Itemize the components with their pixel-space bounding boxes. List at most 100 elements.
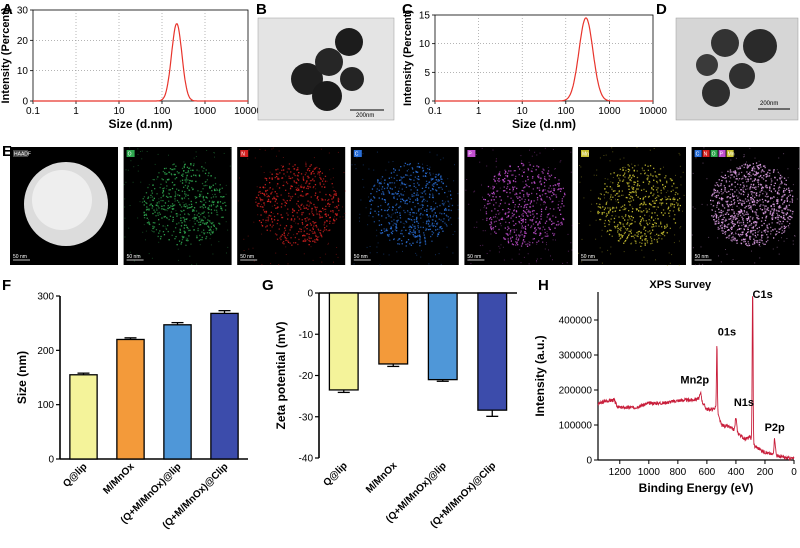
eds-signal-dot bbox=[540, 199, 542, 201]
eds-signal-dot bbox=[619, 179, 621, 181]
eds-signal-dot bbox=[771, 222, 773, 224]
eds-signal-dot bbox=[424, 175, 426, 177]
eds-signal-dot bbox=[552, 232, 554, 235]
eds-signal-dot bbox=[521, 214, 523, 216]
eds-signal-dot bbox=[767, 239, 769, 242]
eds-signal-dot bbox=[324, 221, 326, 223]
eds-signal-dot bbox=[213, 225, 215, 227]
eds-noise-dot bbox=[309, 203, 311, 205]
eds-signal-dot bbox=[651, 212, 653, 214]
eds-signal-dot bbox=[143, 196, 145, 198]
eds-signal-dot bbox=[179, 180, 182, 182]
eds-signal-dot bbox=[721, 204, 724, 206]
eds-signal-dot bbox=[713, 188, 715, 190]
eds-signal-dot bbox=[309, 186, 312, 188]
eds-signal-dot bbox=[745, 176, 747, 178]
eds-signal-dot bbox=[300, 230, 302, 233]
eds-signal-dot bbox=[783, 214, 785, 217]
eds-signal-dot bbox=[533, 200, 535, 202]
eds-signal-dot bbox=[415, 212, 418, 214]
eds-signal-dot bbox=[330, 210, 332, 212]
eds-signal-dot bbox=[311, 210, 313, 212]
eds-signal-dot bbox=[637, 235, 639, 238]
eds-noise-dot bbox=[189, 220, 191, 222]
eds-signal-dot bbox=[763, 243, 765, 245]
eds-signal-dot bbox=[502, 209, 504, 211]
eds-signal-dot bbox=[485, 207, 488, 209]
eds-signal-dot bbox=[783, 218, 786, 220]
eds-signal-dot bbox=[765, 215, 767, 217]
eds-signal-dot bbox=[419, 241, 421, 243]
eds-signal-dot bbox=[736, 189, 738, 191]
eds-signal-dot bbox=[766, 187, 768, 189]
eds-signal-dot bbox=[195, 180, 197, 183]
eds-signal-dot bbox=[267, 216, 270, 218]
eds-signal-dot bbox=[764, 205, 766, 207]
eds-signal-dot bbox=[287, 168, 289, 170]
eds-signal-dot bbox=[433, 224, 435, 227]
eds-signal-dot bbox=[395, 204, 397, 206]
eds-noise-dot bbox=[332, 177, 334, 179]
eds-signal-dot bbox=[500, 199, 502, 201]
eds-noise-dot bbox=[248, 248, 250, 250]
eds-signal-dot bbox=[170, 205, 172, 207]
eds-signal-dot bbox=[734, 238, 736, 240]
eds-signal-dot bbox=[313, 222, 315, 224]
eds-signal-dot bbox=[549, 191, 552, 193]
eds-signal-dot bbox=[507, 208, 509, 210]
eds-signal-dot bbox=[220, 196, 222, 198]
eds-signal-dot bbox=[408, 226, 410, 228]
eds-signal-dot bbox=[301, 195, 303, 197]
eds-signal-dot bbox=[187, 194, 189, 196]
eds-noise-dot bbox=[129, 147, 131, 149]
eds-signal-dot bbox=[773, 169, 775, 171]
eds-signal-dot bbox=[175, 213, 177, 215]
eds-signal-dot bbox=[214, 189, 217, 192]
eds-signal-dot bbox=[778, 207, 780, 209]
eds-signal-dot bbox=[428, 229, 430, 231]
eds-signal-dot bbox=[646, 222, 648, 224]
eds-signal-dot bbox=[770, 230, 772, 232]
eds-signal-dot bbox=[390, 231, 393, 234]
eds-signal-dot bbox=[522, 227, 525, 229]
eds-signal-dot bbox=[757, 242, 759, 244]
eds-signal-dot bbox=[734, 201, 736, 203]
eds-noise-dot bbox=[342, 216, 344, 218]
eds-signal-dot bbox=[532, 223, 535, 225]
eds-signal-dot bbox=[221, 209, 223, 211]
eds-signal-dot bbox=[205, 236, 208, 238]
eds-signal-dot bbox=[378, 189, 380, 191]
eds-signal-dot bbox=[338, 209, 340, 212]
eds-signal-dot bbox=[523, 211, 526, 213]
eds-signal-dot bbox=[646, 210, 648, 212]
eds-signal-dot bbox=[170, 211, 173, 213]
eds-signal-dot bbox=[521, 198, 523, 200]
eds-signal-dot bbox=[558, 179, 560, 181]
eds-noise-dot bbox=[165, 188, 167, 190]
eds-signal-dot bbox=[486, 219, 488, 221]
eds-signal-dot bbox=[522, 215, 524, 217]
eds-noise-dot bbox=[425, 227, 427, 229]
eds-signal-dot bbox=[271, 221, 274, 223]
eds-signal-dot bbox=[501, 179, 504, 181]
eds-signal-dot bbox=[431, 233, 433, 236]
eds-signal-dot bbox=[198, 221, 200, 223]
eds-signal-dot bbox=[277, 206, 279, 208]
eds-signal-dot bbox=[389, 187, 391, 189]
eds-noise-dot bbox=[479, 161, 481, 163]
eds-element-label: O bbox=[128, 152, 132, 158]
eds-signal-dot bbox=[143, 200, 146, 202]
eds-signal-dot bbox=[635, 190, 637, 192]
eds-signal-dot bbox=[788, 204, 790, 206]
eds-noise-dot bbox=[333, 261, 334, 263]
eds-signal-dot bbox=[762, 234, 764, 236]
eds-signal-dot bbox=[564, 194, 566, 196]
eds-signal-dot bbox=[520, 217, 522, 220]
eds-signal-dot bbox=[629, 191, 631, 194]
eds-signal-dot bbox=[764, 212, 766, 214]
eds-signal-dot bbox=[742, 191, 744, 193]
eds-signal-dot bbox=[283, 173, 285, 175]
eds-signal-dot bbox=[789, 209, 792, 212]
eds-signal-dot bbox=[721, 219, 723, 221]
eds-signal-dot bbox=[313, 180, 315, 182]
